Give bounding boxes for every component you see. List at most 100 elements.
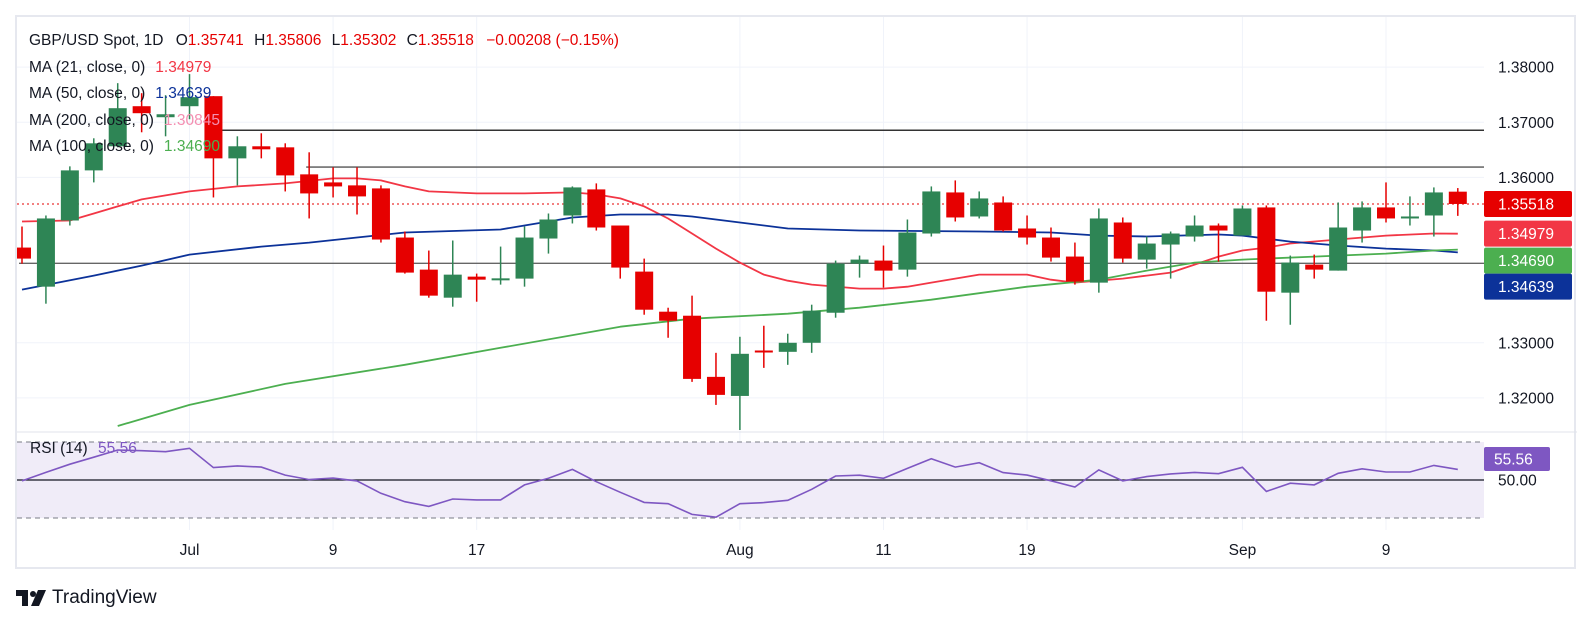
tradingview-logo[interactable]: TradingView	[16, 587, 157, 609]
candle	[1281, 255, 1300, 325]
high-label: H	[254, 32, 266, 49]
price-tag-box	[1484, 190, 1572, 217]
candle	[754, 325, 773, 368]
candle-body	[946, 192, 965, 218]
candle	[491, 246, 510, 285]
candle-body	[754, 350, 773, 353]
candle	[802, 304, 821, 353]
candle-body	[108, 108, 127, 147]
candle-body	[994, 202, 1013, 231]
ma21-legend[interactable]: MA (21, close, 0) 1.34979	[29, 59, 211, 77]
candle-body	[204, 96, 223, 159]
candle	[156, 95, 175, 137]
candle	[850, 255, 869, 278]
rsi-tag-label: 55.56	[1494, 451, 1533, 468]
candle-body	[228, 146, 247, 159]
price-tick-label: 1.33000	[1498, 335, 1554, 352]
candle	[1161, 231, 1180, 279]
ma50-value: 1.34639	[155, 85, 212, 102]
candle	[1065, 242, 1084, 285]
price-tag-label: 1.34690	[1498, 253, 1554, 270]
ma100-value: 1.34690	[163, 138, 220, 155]
candle-body	[1161, 233, 1180, 245]
candle	[994, 196, 1013, 232]
rsi-tag: 55.56	[1484, 446, 1550, 471]
time-tick-label: 19	[1018, 542, 1035, 559]
ma200-value: 1.30845	[163, 112, 220, 129]
candle-body	[1257, 207, 1276, 292]
time-tick-label: 9	[329, 542, 338, 559]
candle	[683, 295, 702, 382]
candle-body	[683, 315, 702, 379]
candle	[180, 74, 199, 120]
candle-body	[515, 237, 534, 279]
candle-body	[1233, 208, 1252, 236]
candle-body	[132, 106, 151, 114]
candle-body	[1113, 222, 1132, 259]
candle	[730, 336, 749, 431]
price-tag: 1.34639	[1484, 273, 1572, 300]
candle	[1233, 205, 1252, 236]
candle	[587, 183, 606, 231]
candle-body	[1209, 225, 1228, 231]
candle-body	[970, 198, 989, 217]
candle	[1018, 215, 1037, 245]
candle	[276, 143, 295, 192]
price-tag: 1.34979	[1484, 220, 1572, 247]
candle-body	[17, 247, 31, 259]
candle	[635, 258, 654, 315]
candle	[1448, 188, 1467, 216]
candle	[324, 167, 343, 198]
candle	[204, 96, 223, 198]
ma100-legend[interactable]: MA (100, close, 0) 1.34690	[29, 138, 220, 156]
price-tick-label: 1.38000	[1498, 60, 1554, 77]
candle-body	[922, 191, 941, 234]
candle	[1257, 205, 1276, 321]
ma50-legend[interactable]: MA (50, close, 0) 1.34639	[29, 85, 211, 103]
time-tick-label: Sep	[1229, 542, 1257, 559]
candle-body	[1065, 256, 1084, 282]
low-value: 1.35302	[340, 32, 397, 49]
candle-body	[419, 269, 438, 296]
candle	[898, 219, 917, 277]
time-axis[interactable]: Jul 9 17 Aug 11 19 Sep 9	[180, 542, 1391, 559]
candle	[946, 180, 965, 222]
ma200-legend[interactable]: MA (200, close, 0) 1.30845	[29, 112, 220, 130]
candle	[84, 138, 103, 183]
candle	[17, 226, 31, 264]
rsi-line	[21, 447, 1458, 519]
candle	[1353, 201, 1372, 243]
candle-body	[1041, 237, 1060, 258]
candle-body	[467, 276, 486, 280]
horizontal-lines	[17, 129, 1484, 264]
candles	[17, 74, 1467, 431]
candle-body	[1018, 228, 1037, 238]
ma21-value: 1.34979	[155, 59, 212, 76]
candle	[1089, 208, 1108, 293]
candle	[1185, 215, 1204, 242]
high-value: 1.35806	[265, 32, 322, 49]
low-label: L	[331, 32, 341, 49]
candle	[611, 225, 630, 279]
candle-body	[180, 97, 199, 107]
candle	[419, 250, 438, 298]
candle	[1209, 223, 1228, 262]
candle-body	[1448, 191, 1467, 204]
rsi-value: 55.56	[98, 440, 137, 457]
time-tick-label: 11	[875, 542, 891, 559]
candle-body	[898, 232, 917, 270]
price-tick-label: 1.37000	[1498, 115, 1554, 132]
candle	[371, 185, 390, 243]
candle	[706, 352, 725, 405]
candle-body	[850, 259, 869, 264]
symbol-title: GBP/USD Spot, 1D	[29, 32, 164, 49]
price-tag-label: 1.35518	[1498, 196, 1554, 213]
candle	[874, 245, 893, 288]
rsi-legend[interactable]: RSI (14) 55.56	[30, 440, 137, 458]
candle-body	[276, 147, 295, 176]
rsi-tick-label: 50.00	[1498, 472, 1537, 489]
price-tag-label: 1.34979	[1498, 226, 1554, 243]
price-axis[interactable]: 1.38000 1.37000 1.36000 1.33000 1.32000 50.00…	[1484, 60, 1572, 490]
price-tick-label: 1.32000	[1498, 390, 1554, 407]
